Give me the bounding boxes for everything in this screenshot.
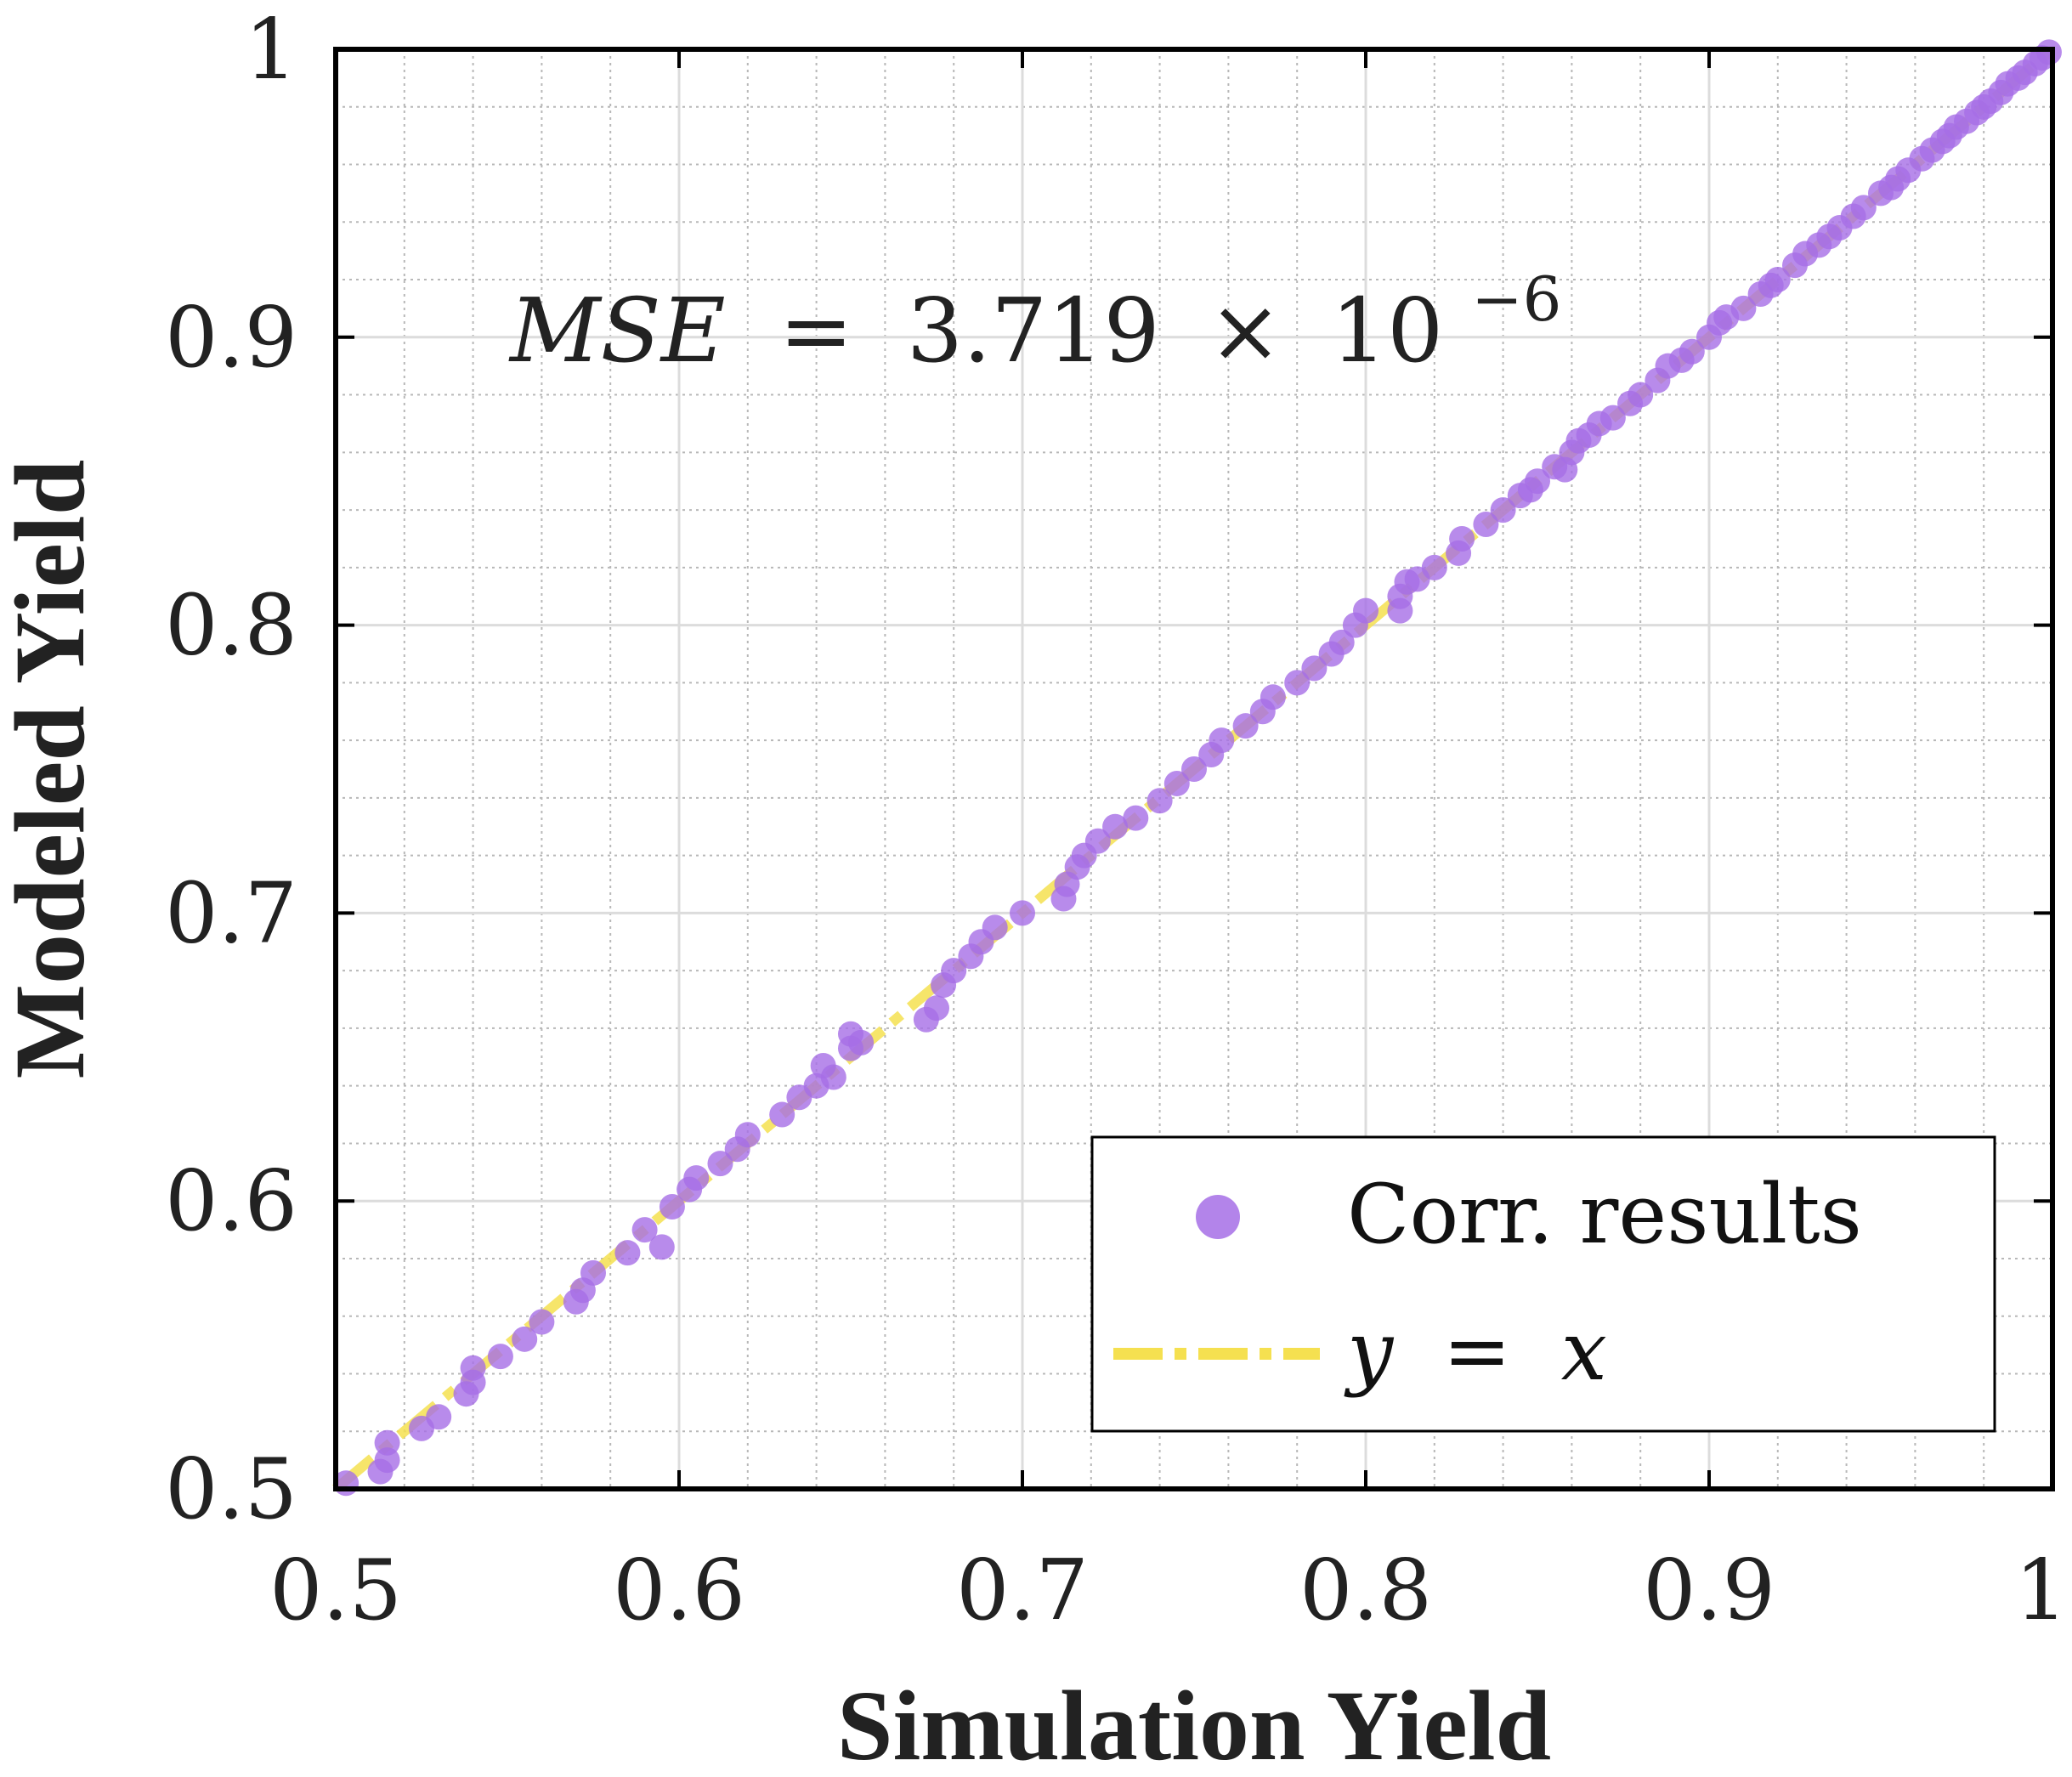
legend-y: y bbox=[1344, 1304, 1395, 1399]
data-point bbox=[1010, 900, 1035, 926]
data-point bbox=[1102, 813, 1129, 840]
data-point bbox=[734, 1122, 761, 1148]
data-point bbox=[460, 1355, 486, 1381]
legend-x: x bbox=[1561, 1304, 1607, 1399]
x-tick-label: 0.7 bbox=[956, 1542, 1089, 1639]
data-point bbox=[1260, 684, 1286, 710]
data-point bbox=[820, 1064, 846, 1090]
data-point bbox=[1209, 727, 1235, 754]
y-tick-label: 0.9 bbox=[165, 290, 297, 387]
scatter-points bbox=[333, 39, 2062, 1497]
mse-base: 10 bbox=[1331, 279, 1443, 382]
mse-equals: = bbox=[779, 279, 853, 382]
data-point bbox=[1628, 382, 1654, 408]
mse-lhs: MSE bbox=[508, 279, 726, 382]
data-point bbox=[848, 1029, 875, 1055]
data-point bbox=[769, 1101, 795, 1128]
data-point bbox=[1284, 670, 1311, 696]
legend-box bbox=[1090, 1135, 1996, 1433]
y-tick-label: 0.6 bbox=[165, 1153, 297, 1250]
x-axis-title: Simulation Yield bbox=[837, 1670, 1551, 1777]
data-point bbox=[512, 1326, 538, 1352]
data-point bbox=[659, 1193, 685, 1220]
data-point bbox=[1146, 788, 1173, 814]
data-point bbox=[1181, 756, 1207, 782]
legend-eq: = bbox=[1443, 1304, 1511, 1399]
data-point bbox=[1679, 338, 1705, 365]
legend-label-y-equals-x: y = x bbox=[1344, 1304, 1607, 1399]
mse-times: × bbox=[1209, 279, 1282, 382]
x-tick-label: 0.5 bbox=[269, 1542, 402, 1639]
plot-frame bbox=[333, 47, 2055, 1491]
data-point bbox=[1473, 512, 1499, 538]
data-point bbox=[529, 1309, 555, 1335]
data-point bbox=[1232, 713, 1259, 739]
mse-mantissa: 3.719 bbox=[907, 279, 1160, 382]
data-point bbox=[631, 1217, 658, 1243]
data-point bbox=[1764, 267, 1791, 293]
data-point bbox=[924, 995, 949, 1021]
data-point bbox=[1490, 497, 1516, 523]
mse-exponent: −6 bbox=[1471, 263, 1561, 335]
legend-label-corr-results: Corr. results bbox=[1347, 1167, 1862, 1262]
legend-marker-corr-results bbox=[1196, 1195, 1240, 1239]
data-point bbox=[982, 914, 1008, 941]
data-point bbox=[1850, 195, 1877, 221]
legend: Corr. results y = x bbox=[1090, 1135, 1996, 1433]
data-point bbox=[1301, 655, 1328, 682]
data-point bbox=[580, 1259, 606, 1286]
data-point bbox=[1730, 295, 1757, 321]
axis-ticks bbox=[334, 48, 2054, 1491]
data-point bbox=[1449, 525, 1475, 552]
x-tick-label: 0.9 bbox=[1643, 1542, 1775, 1639]
x-tick-label: 0.8 bbox=[1299, 1542, 1432, 1639]
data-point bbox=[707, 1151, 733, 1177]
data-point bbox=[1421, 554, 1447, 580]
data-point bbox=[426, 1404, 452, 1430]
data-point bbox=[1525, 468, 1550, 495]
data-point bbox=[614, 1240, 641, 1266]
data-point bbox=[648, 1234, 675, 1260]
data-point bbox=[1163, 770, 1190, 796]
data-point bbox=[487, 1344, 513, 1370]
data-point bbox=[1328, 629, 1355, 655]
data-point bbox=[374, 1429, 400, 1456]
x-tick-label: 0.6 bbox=[613, 1542, 745, 1639]
y-tick-label: 0.5 bbox=[165, 1441, 297, 1538]
data-point bbox=[1123, 805, 1149, 831]
data-point bbox=[683, 1165, 710, 1191]
tick-labels: 0.5 0.6 0.7 0.8 0.9 1 0.5 0.6 0.7 0.8 0.9 1 bbox=[165, 2, 2068, 1639]
y-tick-label: 0.8 bbox=[165, 578, 297, 675]
mse-annotation: MSE = 3.719 × 10 −6 bbox=[508, 263, 1561, 382]
y-axis-title: Modeled Yield bbox=[0, 460, 105, 1079]
data-point bbox=[2035, 39, 2062, 65]
data-point bbox=[1084, 828, 1111, 854]
minor-grid bbox=[336, 49, 2052, 1489]
y-tick-label: 1 bbox=[245, 2, 297, 99]
y-tick-label: 0.7 bbox=[165, 865, 297, 962]
data-point bbox=[941, 958, 967, 984]
x-tick-label: 1 bbox=[2015, 1542, 2068, 1639]
data-point bbox=[1353, 597, 1379, 624]
data-point bbox=[1599, 405, 1626, 431]
